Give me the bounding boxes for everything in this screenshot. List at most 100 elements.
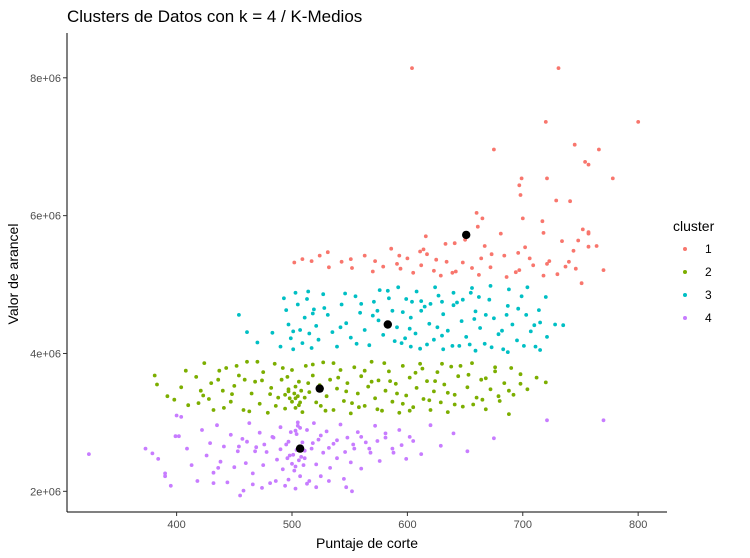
point-cluster-1 bbox=[370, 269, 375, 274]
point-cluster-4 bbox=[451, 431, 456, 436]
point-cluster-3 bbox=[425, 342, 429, 347]
point-cluster-2 bbox=[438, 400, 443, 405]
point-cluster-3 bbox=[293, 290, 298, 295]
point-cluster-1 bbox=[389, 246, 394, 251]
point-cluster-4 bbox=[367, 446, 372, 451]
point-cluster-1 bbox=[556, 66, 561, 70]
point-cluster-3 bbox=[489, 345, 494, 350]
point-cluster-1 bbox=[453, 269, 458, 274]
legend: cluster 1 2 3 4 bbox=[673, 218, 715, 325]
point-cluster-2 bbox=[224, 366, 229, 370]
point-cluster-4 bbox=[343, 450, 347, 454]
point-cluster-1 bbox=[517, 183, 522, 188]
point-cluster-3 bbox=[414, 289, 419, 294]
point-cluster-2 bbox=[280, 366, 285, 370]
point-cluster-2 bbox=[272, 361, 277, 366]
point-cluster-2 bbox=[186, 403, 191, 408]
x-axis-ticks: 400 500 600 700 800 bbox=[167, 512, 647, 531]
point-cluster-3 bbox=[532, 323, 537, 328]
point-cluster-2 bbox=[395, 391, 399, 396]
point-cluster-3 bbox=[381, 333, 386, 337]
point-cluster-1 bbox=[513, 270, 518, 275]
point-cluster-3 bbox=[322, 306, 327, 310]
point-cluster-3 bbox=[516, 306, 521, 311]
point-cluster-2 bbox=[344, 389, 349, 394]
centroids bbox=[295, 230, 471, 453]
point-cluster-4 bbox=[318, 474, 323, 479]
point-cluster-4 bbox=[216, 466, 221, 470]
point-cluster-3 bbox=[237, 313, 241, 317]
point-cluster-4 bbox=[222, 444, 226, 449]
point-cluster-3 bbox=[451, 303, 456, 308]
point-cluster-4 bbox=[241, 488, 246, 493]
point-cluster-2 bbox=[155, 382, 159, 387]
point-cluster-1 bbox=[498, 231, 503, 236]
point-cluster-3 bbox=[395, 325, 399, 330]
point-cluster-4 bbox=[264, 450, 269, 454]
point-cluster-2 bbox=[493, 369, 497, 374]
point-cluster-1 bbox=[517, 268, 522, 272]
point-cluster-3 bbox=[330, 330, 335, 334]
point-cluster-2 bbox=[534, 375, 539, 380]
legend-label: 2 bbox=[705, 265, 712, 279]
point-cluster-4 bbox=[177, 434, 181, 439]
point-cluster-2 bbox=[209, 381, 214, 385]
legend-entry-2: 2 bbox=[683, 265, 712, 279]
point-cluster-4 bbox=[309, 446, 314, 451]
point-cluster-2 bbox=[242, 377, 247, 382]
point-cluster-4 bbox=[275, 457, 279, 462]
x-tick-label: 500 bbox=[283, 519, 301, 531]
point-cluster-4 bbox=[235, 449, 240, 454]
point-cluster-1 bbox=[571, 248, 576, 253]
point-cluster-2 bbox=[502, 381, 507, 385]
point-cluster-2 bbox=[376, 378, 381, 383]
point-cluster-1 bbox=[555, 272, 560, 277]
point-cluster-1 bbox=[597, 147, 601, 152]
point-cluster-1 bbox=[520, 216, 525, 221]
point-cluster-1 bbox=[450, 270, 455, 275]
point-cluster-3 bbox=[316, 337, 321, 342]
point-cluster-4 bbox=[287, 453, 292, 458]
series-1 bbox=[292, 66, 641, 286]
point-cluster-3 bbox=[385, 288, 390, 293]
point-cluster-2 bbox=[383, 388, 388, 393]
point-cluster-4 bbox=[247, 421, 252, 425]
point-cluster-3 bbox=[309, 346, 314, 350]
point-cluster-3 bbox=[451, 290, 456, 295]
point-cluster-4 bbox=[291, 452, 296, 457]
point-cluster-2 bbox=[449, 364, 454, 369]
point-cluster-3 bbox=[510, 322, 515, 327]
point-cluster-2 bbox=[307, 390, 312, 394]
point-cluster-2 bbox=[306, 381, 311, 385]
point-cluster-3 bbox=[505, 304, 510, 308]
point-cluster-2 bbox=[345, 381, 350, 385]
legend-entry-3: 3 bbox=[683, 288, 712, 302]
point-cluster-4 bbox=[342, 477, 346, 481]
point-cluster-4 bbox=[368, 450, 373, 455]
y-tick-label: 8e+06 bbox=[30, 73, 61, 85]
point-cluster-4 bbox=[293, 428, 298, 433]
point-cluster-4 bbox=[261, 463, 266, 467]
point-cluster-2 bbox=[179, 385, 184, 390]
point-cluster-4 bbox=[238, 493, 243, 498]
centroid-cluster-3 bbox=[383, 320, 392, 329]
point-cluster-2 bbox=[404, 393, 409, 398]
point-cluster-2 bbox=[511, 392, 516, 397]
point-cluster-4 bbox=[601, 418, 606, 423]
point-cluster-2 bbox=[465, 385, 470, 390]
legend-entry-1: 1 bbox=[683, 242, 712, 256]
point-cluster-2 bbox=[283, 392, 287, 397]
point-cluster-4 bbox=[218, 459, 223, 464]
point-cluster-3 bbox=[464, 335, 469, 339]
point-cluster-2 bbox=[273, 404, 278, 408]
point-cluster-3 bbox=[298, 328, 302, 332]
point-cluster-3 bbox=[419, 299, 424, 303]
point-cluster-2 bbox=[543, 380, 548, 385]
point-cluster-4 bbox=[310, 441, 315, 445]
point-cluster-1 bbox=[563, 264, 568, 269]
point-cluster-4 bbox=[273, 479, 278, 483]
point-cluster-2 bbox=[380, 408, 384, 413]
point-cluster-2 bbox=[279, 377, 284, 382]
point-cluster-1 bbox=[594, 244, 599, 248]
